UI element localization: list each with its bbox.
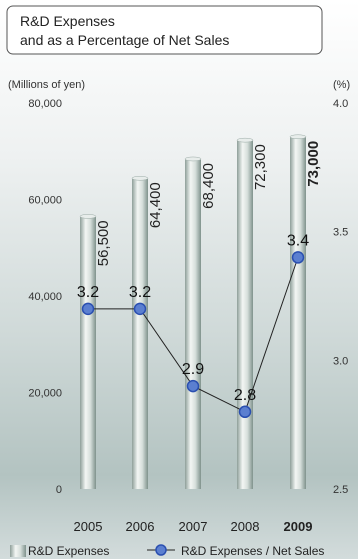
right-axis-unit: (%) xyxy=(333,79,350,91)
chart-title-line2: and as a Percentage of Net Sales xyxy=(20,32,229,48)
line-marker-2009 xyxy=(291,251,305,264)
line-value-label: 2.8 xyxy=(234,387,256,404)
x-tick-label: 2009 xyxy=(284,519,313,534)
bar-value-label: 68,400 xyxy=(200,163,217,209)
line-marker-2005 xyxy=(81,302,95,316)
line-marker-2006 xyxy=(133,302,147,316)
bar-2009 xyxy=(290,136,306,489)
y-tick-label: 80,000 xyxy=(28,98,62,110)
y2-tick-label: 2.5 xyxy=(333,484,348,496)
x-tick-label: 2005 xyxy=(74,519,103,534)
title-box xyxy=(6,5,323,55)
bar-2007 xyxy=(185,158,201,489)
x-tick-label: 2007 xyxy=(179,519,208,534)
legend-bar-label: R&D Expenses xyxy=(28,544,109,558)
left-axis-ticks: 0 20,000 40,000 60,000 80,000 xyxy=(28,98,62,496)
line-marker-2007 xyxy=(186,379,200,393)
bar-2005 xyxy=(80,216,96,489)
bar-value-label: 56,500 xyxy=(95,220,112,266)
legend-line-label: R&D Expenses / Net Sales xyxy=(181,544,324,558)
bar-top-cap xyxy=(184,156,202,162)
bar-top-cap xyxy=(236,137,254,143)
y-tick-label: 20,000 xyxy=(28,388,62,400)
legend-line-marker xyxy=(155,544,167,556)
y-tick-label: 0 xyxy=(56,484,62,496)
y2-tick-label: 3.5 xyxy=(333,227,348,239)
y2-tick-label: 3.0 xyxy=(333,355,348,367)
y-tick-label: 40,000 xyxy=(28,291,62,303)
bar-2008 xyxy=(237,140,253,489)
right-axis-ticks: 2.5 3.0 3.5 4.0 xyxy=(333,98,348,496)
chart-title-line1: R&D Expenses xyxy=(20,13,115,29)
bar-top-cap xyxy=(79,214,97,219)
bar-value-label: 72,300 xyxy=(252,144,269,190)
legend-bar-swatch xyxy=(10,545,26,557)
bar-series xyxy=(79,134,307,489)
bar-value-label: 64,400 xyxy=(147,182,164,228)
bar-value-label: 73,000 xyxy=(305,141,322,187)
line-value-label: 3.2 xyxy=(77,284,99,301)
x-axis-ticks: 2005 2006 2007 2008 2009 xyxy=(74,519,313,534)
y2-tick-label: 4.0 xyxy=(333,98,348,110)
line-value-label: 3.4 xyxy=(287,232,309,249)
bar-2006 xyxy=(132,178,148,489)
bar-top-cap xyxy=(131,176,149,181)
line-marker-2008 xyxy=(238,405,252,419)
x-tick-label: 2006 xyxy=(126,519,155,534)
line-value-label: 3.2 xyxy=(129,284,151,301)
y-tick-label: 60,000 xyxy=(28,195,62,207)
line-series: 3.2 3.2 2.9 2.8 3.4 xyxy=(77,232,309,419)
legend: R&D Expenses R&D Expenses / Net Sales xyxy=(10,544,324,558)
x-tick-label: 2008 xyxy=(231,519,260,534)
line-value-label: 2.9 xyxy=(182,361,204,378)
left-axis-unit: (Millions of yen) xyxy=(8,79,85,91)
bar-value-labels: 56,500 64,400 68,400 72,300 73,000 xyxy=(95,141,322,267)
bar-top-cap xyxy=(289,134,307,140)
